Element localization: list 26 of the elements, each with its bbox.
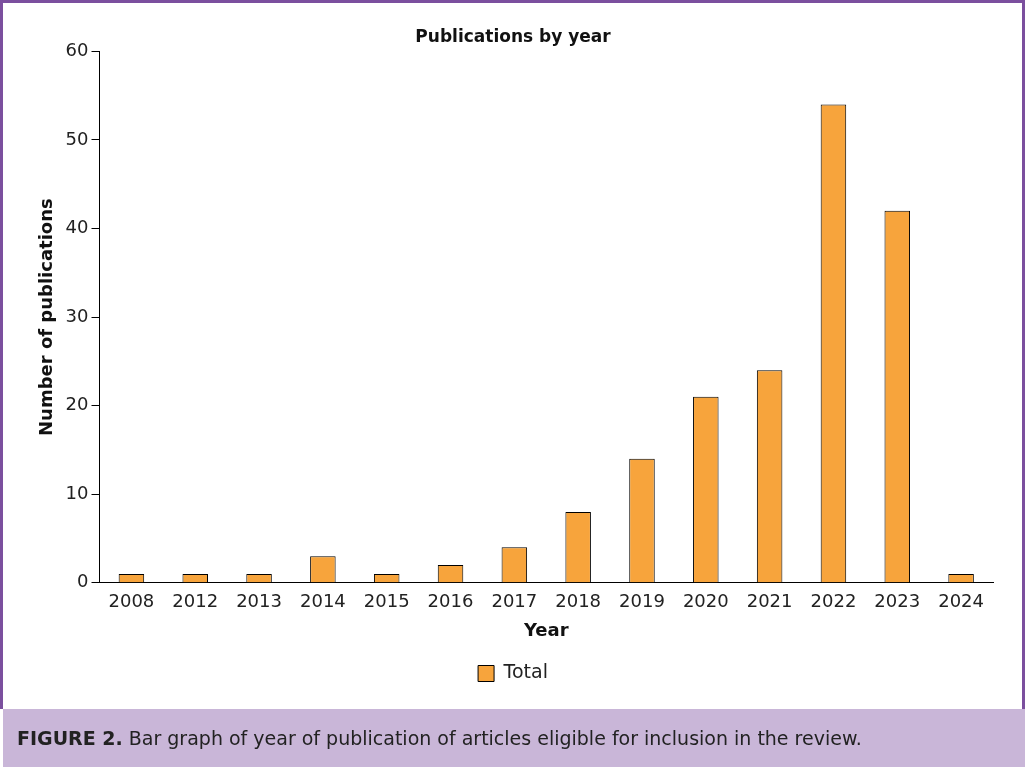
x-tick-label: 2022 — [810, 590, 857, 612]
y-axis-title: Number of publications — [35, 198, 57, 436]
x-tick-label: 2016 — [427, 590, 474, 612]
x-tick-label: 2021 — [746, 590, 793, 612]
x-tick-label: 2012 — [172, 590, 219, 612]
y-tick-label: 10 — [65, 481, 89, 503]
x-tick-label: 2018 — [555, 590, 602, 612]
x-tick-label: 2014 — [299, 590, 346, 612]
x-tick-label: 2019 — [619, 590, 665, 612]
y-tick-label: 30 — [65, 304, 89, 326]
caption: FIGURE 2. Bar graph of year of publication of articles eligible for inclusion in the review. — [3, 709, 1025, 767]
y-tick-label: 20 — [65, 393, 89, 415]
y-tick-label: 50 — [65, 127, 89, 149]
chart-title: Publications by year — [415, 25, 612, 46]
x-tick-label: 2020 — [682, 590, 729, 612]
x-tick-label: 2017 — [491, 590, 538, 612]
legend-label: Total — [502, 660, 548, 683]
x-tick-label: 2015 — [363, 590, 410, 612]
x-tick-label: 2013 — [236, 590, 282, 612]
x-axis-title: Year — [522, 618, 569, 640]
x-tick-label: 2024 — [938, 590, 984, 612]
x-tick-label: 2008 — [108, 590, 155, 612]
y-tick-label: 40 — [65, 216, 89, 238]
y-tick-label: 60 — [65, 39, 89, 61]
x-tick-label: 2023 — [874, 590, 921, 612]
y-tick-label: 0 — [77, 570, 89, 592]
